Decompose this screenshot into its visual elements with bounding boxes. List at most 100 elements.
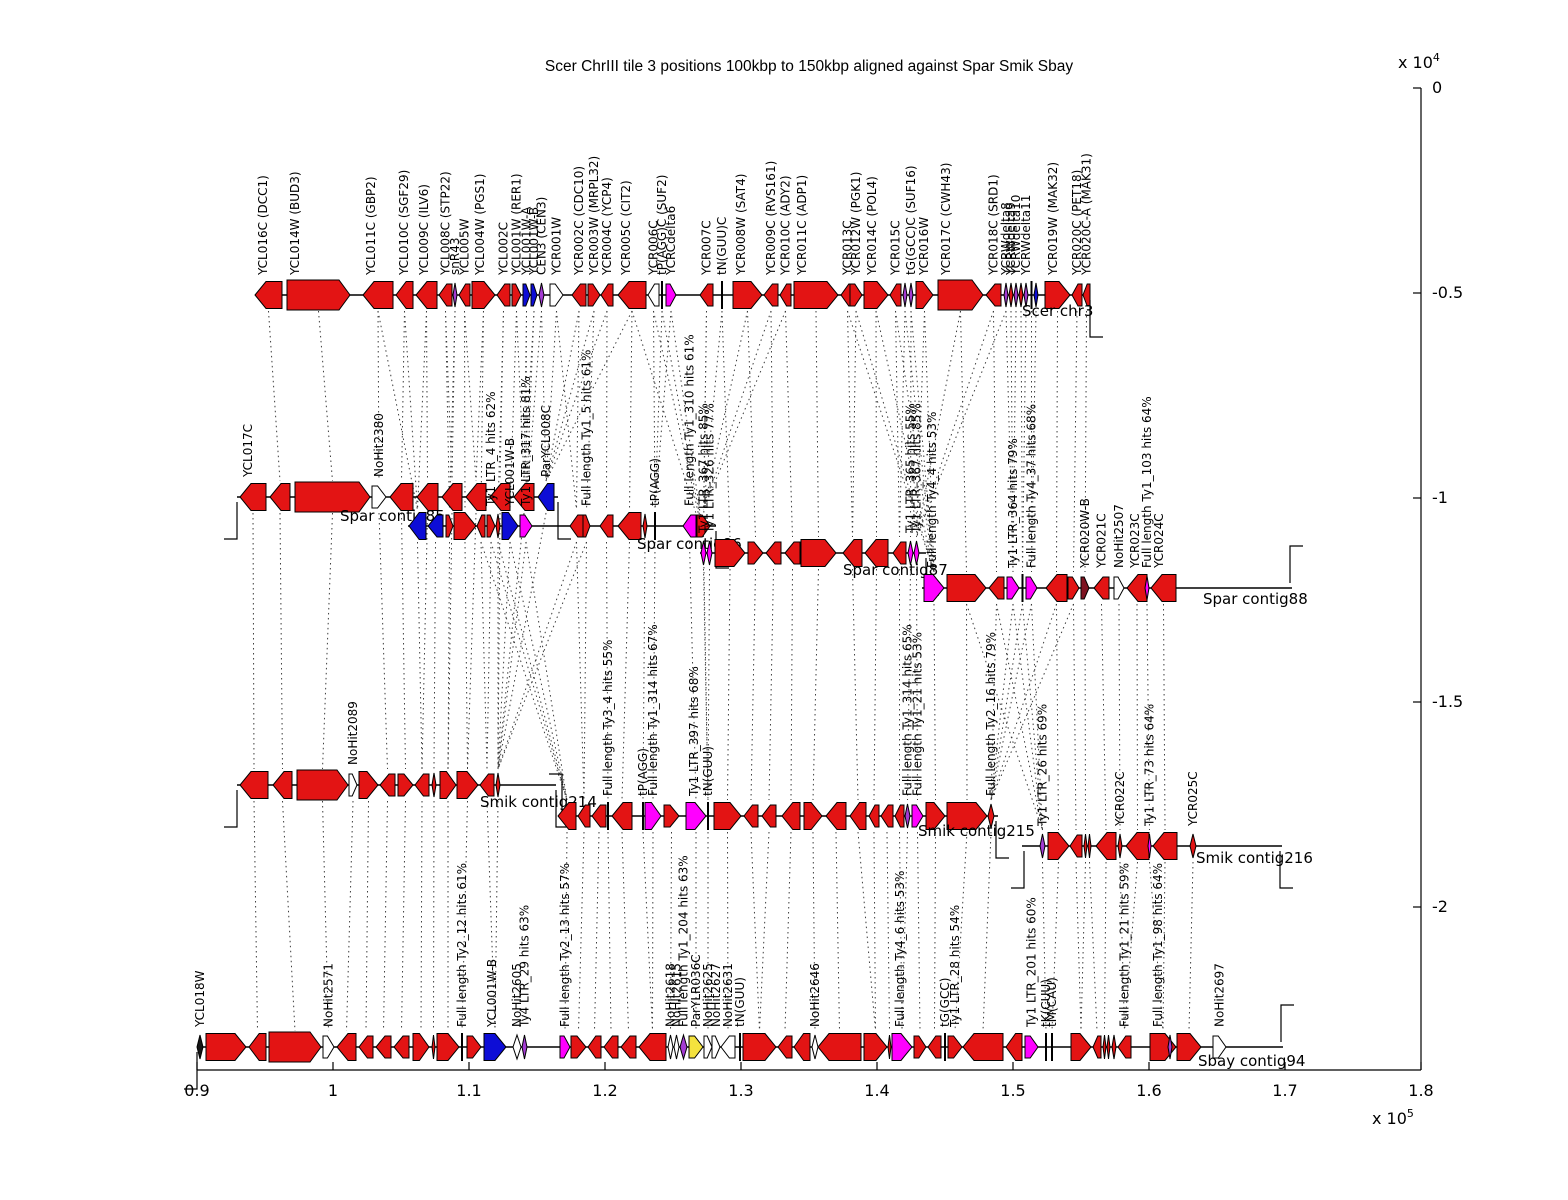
- homology-connector: [899, 831, 903, 1032]
- homology-connector: [1075, 861, 1082, 1032]
- feature-label: tP(AGG)C (SUF2): [655, 175, 669, 275]
- gene-arrow: [438, 283, 453, 307]
- track-spar-contig87: Ty1 LTR_367 hits 85%Ty1 LTR_326 hits 77%…: [697, 403, 948, 596]
- gene-arrow: [864, 539, 889, 567]
- feature-label: tP(AGG): [648, 458, 662, 506]
- feature-label: YCL004W (PGS1): [473, 174, 487, 276]
- homology-connector: [445, 310, 453, 482]
- homology-connector: [480, 541, 488, 770]
- y-tick-label: -2: [1432, 897, 1448, 916]
- homology-connector: [689, 541, 697, 801]
- small-feature: [431, 772, 437, 798]
- small-feature: [908, 282, 914, 308]
- small-feature: [1102, 1034, 1107, 1060]
- feature-label: YCRWdelta11: [1019, 195, 1033, 276]
- gene-arrow: [483, 1033, 507, 1061]
- homology-connector: [586, 310, 595, 511]
- gene-arrow: [696, 514, 711, 538]
- feature-label: YCL005W: [458, 218, 472, 276]
- homology-connector: [525, 310, 542, 511]
- homology-connector: [1073, 603, 1077, 831]
- feature-label: YCL001W-B: [527, 207, 541, 276]
- gene-arrow: [582, 514, 591, 538]
- homology-connector: [703, 568, 709, 801]
- feature-label: YCR011C (ADP1): [795, 175, 809, 276]
- feature-label: YCL001W (RER1): [510, 173, 524, 276]
- gene-arrow: [1113, 576, 1125, 600]
- homology-connector: [917, 831, 921, 1032]
- homology-connector: [426, 310, 428, 482]
- small-feature: [673, 1034, 680, 1060]
- gene-arrow: [800, 539, 837, 567]
- small-feature: [1106, 1034, 1111, 1060]
- homology-connector: [847, 310, 935, 573]
- homology-connector: [790, 568, 793, 801]
- homology-connector: [653, 310, 656, 511]
- small-feature: [1039, 833, 1046, 859]
- feature-label: NoHit2646: [808, 963, 822, 1027]
- gene-arrow: [549, 283, 564, 307]
- homology-connector: [653, 310, 704, 538]
- feature-label: YCRWdelta9: [1004, 202, 1018, 276]
- gene-arrow: [268, 1031, 322, 1063]
- feature-label: Ty1 LTR_73 hits 64%: [1143, 704, 1157, 827]
- homology-connector: [910, 310, 935, 573]
- small-feature: [1147, 833, 1152, 859]
- feature-label: YCL009C (ILV6): [417, 184, 431, 276]
- homology-connector: [707, 568, 710, 801]
- tracks: YCL016C (DCC1) YCL014W (BUD3) YCL011C (GBP…: [184, 153, 1313, 1090]
- gene-arrow: [416, 483, 439, 511]
- gene-arrow: [379, 773, 396, 797]
- feature-label: tP(AGG): [636, 748, 650, 796]
- track-sbay-contig94: YCL018W NoHit2571 Full length Ty2_12 hits …: [184, 855, 1305, 1090]
- homology-connector: [642, 541, 646, 801]
- gene-arrow: [1045, 574, 1068, 602]
- gene-arrow: [336, 1033, 357, 1061]
- gene-arrow: [476, 514, 486, 538]
- feature-label: Full length Ty3_4 hits 55%: [601, 640, 615, 796]
- homology-connector: [480, 310, 484, 511]
- gene-arrow: [663, 804, 680, 828]
- contig-bracket: [224, 790, 238, 828]
- gene-arrow: [571, 283, 587, 307]
- homology-connector: [447, 512, 453, 770]
- homology-connector: [556, 310, 577, 511]
- homology-connector: [497, 512, 501, 770]
- feature-label: NoHit2627: [709, 963, 723, 1027]
- gene-arrow: [456, 771, 479, 799]
- homology-connector: [1005, 310, 1014, 573]
- gene-arrow: [348, 773, 358, 797]
- homology-connector: [433, 541, 436, 770]
- track-smik-contig214: NoHit2089 Smik contig214: [224, 701, 597, 828]
- feature-label: YCR020C-A (MAK31): [1080, 153, 1094, 276]
- homology-connector: [509, 310, 517, 511]
- homology-connector: [318, 310, 333, 482]
- gene-arrow: [817, 1033, 862, 1061]
- feature-label: NoHit2631: [721, 963, 735, 1027]
- homology-connector: [486, 800, 496, 1032]
- small-feature: [642, 513, 648, 539]
- feature-label: YCR023C: [1128, 513, 1142, 569]
- homology-connector: [545, 310, 633, 482]
- feature-label: Full length Ty1_314 hits 67%: [646, 624, 660, 796]
- gene-arrow: [781, 802, 801, 830]
- feature-label: Full length Ty2_12 hits 61%: [455, 863, 469, 1027]
- homology-connector: [770, 310, 774, 538]
- homology-connector: [996, 603, 1043, 831]
- gene-arrow: [620, 1035, 637, 1059]
- gene-arrow: [915, 281, 934, 309]
- homology-connector: [253, 800, 258, 1032]
- gene-arrow: [927, 1035, 942, 1059]
- gene-arrow: [868, 804, 880, 828]
- homology-connector: [1163, 603, 1166, 831]
- small-feature: [902, 282, 908, 308]
- homology-connector: [982, 831, 992, 1032]
- x-tick-label: 1.1: [456, 1081, 481, 1100]
- homology-connector: [497, 541, 577, 770]
- homology-connector: [421, 512, 428, 770]
- gene-arrow: [647, 283, 660, 307]
- homology-connector: [835, 831, 840, 1032]
- homology-connector: [812, 831, 816, 1032]
- gene-arrow: [1092, 1035, 1102, 1059]
- gene-arrow: [415, 281, 438, 309]
